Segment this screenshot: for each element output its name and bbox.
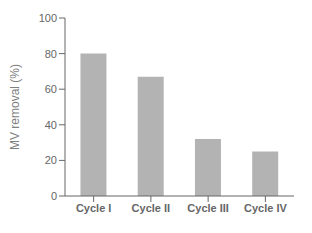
svg-text:Cycle IV: Cycle IV [244, 202, 287, 214]
svg-text:Cycle I: Cycle I [76, 202, 111, 214]
svg-text:80: 80 [45, 48, 57, 60]
svg-text:Cycle III: Cycle III [187, 202, 229, 214]
svg-text:Cycle II: Cycle II [132, 202, 171, 214]
svg-text:20: 20 [45, 154, 57, 166]
svg-text:40: 40 [45, 119, 57, 131]
svg-text:MV removal (%): MV removal (%) [8, 64, 22, 150]
svg-text:100: 100 [39, 12, 57, 24]
svg-text:0: 0 [51, 190, 57, 202]
svg-text:60: 60 [45, 83, 57, 95]
